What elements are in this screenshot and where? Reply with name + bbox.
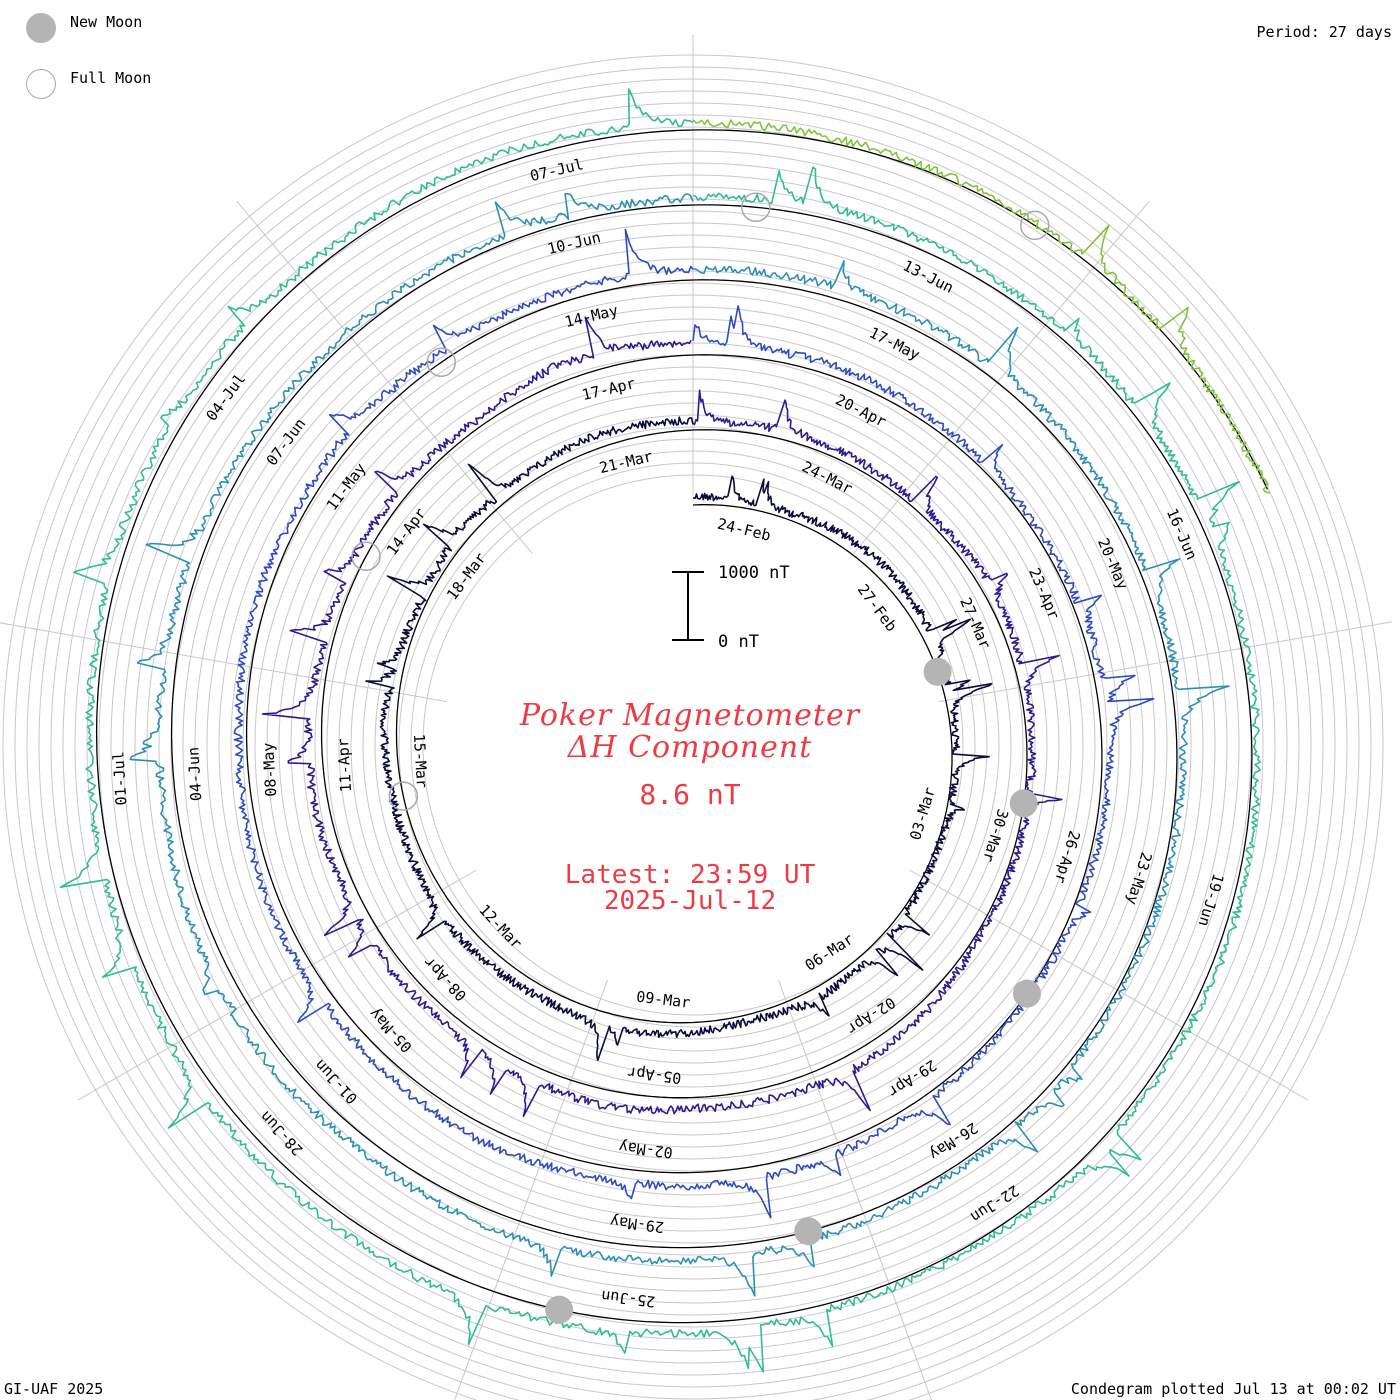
date-label: 05-Apr	[626, 1063, 682, 1087]
scale-top-label: 1000 nT	[718, 563, 790, 583]
full-moon-marker	[388, 781, 419, 811]
new-moon-marker	[1012, 979, 1041, 1008]
new-moon-marker	[794, 1217, 823, 1246]
date-label: 02-May	[618, 1138, 674, 1162]
series-line-4	[129, 192, 1230, 1297]
date-label: 15-Mar	[410, 733, 431, 788]
date-label: 02-Apr	[843, 993, 898, 1038]
date-label: 14-Apr	[383, 504, 430, 558]
full-moon-marker	[741, 192, 771, 223]
grid-spoke	[909, 869, 1309, 1101]
date-label: 11-May	[323, 460, 370, 514]
current-value: 8.6 nT	[639, 778, 741, 811]
date-label: 16-Jun	[1163, 506, 1201, 563]
grid-spoke	[77, 869, 477, 1101]
series-line-3	[233, 228, 1155, 1219]
latest-date: 2025-Jul-12	[603, 886, 777, 916]
grid-spoke	[939, 621, 1393, 703]
date-label: 01-Jul	[109, 751, 130, 806]
date-label: 10-Jun	[546, 228, 603, 258]
new-moon-legend-icon	[26, 13, 56, 43]
chart-subtitle: ΔH Component	[567, 730, 813, 765]
grid-spoke	[853, 200, 1150, 554]
date-label: 22-Jun	[967, 1181, 1022, 1226]
date-label: 17-Apr	[580, 374, 637, 404]
moon-markers	[351, 192, 1050, 1324]
new-moon-marker	[1009, 789, 1038, 818]
date-label: 08-May	[259, 742, 280, 797]
series-line-5	[59, 88, 1261, 1373]
data-series	[59, 88, 1271, 1373]
date-label: 09-Mar	[635, 988, 691, 1012]
grid-spoke	[454, 979, 608, 1400]
baseline-spiral-line	[95, 129, 1268, 1324]
full-moon-marker	[1020, 210, 1050, 241]
date-label: 27-Feb	[854, 581, 901, 635]
chart-title: Poker Magnetometer	[519, 698, 861, 733]
date-label: 04-Jun	[184, 746, 205, 801]
latest-time: Latest: 23:59 UT	[564, 860, 816, 890]
date-label: 11-Apr	[334, 738, 355, 793]
plotted-timestamp: Condegram plotted Jul 13 at 00:02 UT	[1070, 1380, 1396, 1398]
date-label: 29-Apr	[885, 1056, 940, 1101]
date-label: 29-May	[609, 1212, 665, 1236]
scale-bottom-label: 0 nT	[718, 632, 759, 652]
full-moon-marker	[426, 347, 457, 378]
date-label: 28-Jun	[256, 1107, 306, 1159]
date-label: 06-Mar	[802, 930, 857, 975]
new-moon-marker	[923, 657, 952, 686]
date-label: 20-May	[1094, 535, 1132, 592]
scale-bar	[672, 571, 704, 641]
grid-spoke	[236, 200, 533, 554]
full-moon-legend-label: Full Moon	[70, 69, 152, 87]
credit-label: GI-UAF 2025	[4, 1380, 104, 1398]
date-label: 24-Feb	[716, 515, 773, 545]
date-label: 25-Jun	[600, 1287, 656, 1311]
series-line-1	[365, 416, 993, 1062]
full-moon-legend-icon	[26, 69, 56, 99]
new-moon-legend-label: New Moon	[70, 13, 143, 31]
date-label: 01-Jun	[311, 1056, 361, 1108]
grid-spoke	[778, 979, 932, 1400]
period-label: Period: 27 days	[1256, 23, 1392, 41]
date-label: 07-Jun	[263, 415, 310, 469]
date-label: 30-Mar	[979, 807, 1012, 864]
baseline-spiral	[95, 129, 1268, 1324]
new-moon-marker	[545, 1295, 574, 1324]
full-moon-marker	[351, 541, 381, 571]
grid-spoke	[0, 622, 447, 703]
series-line-6	[692, 119, 1271, 494]
date-label: 23-Apr	[1025, 565, 1063, 622]
